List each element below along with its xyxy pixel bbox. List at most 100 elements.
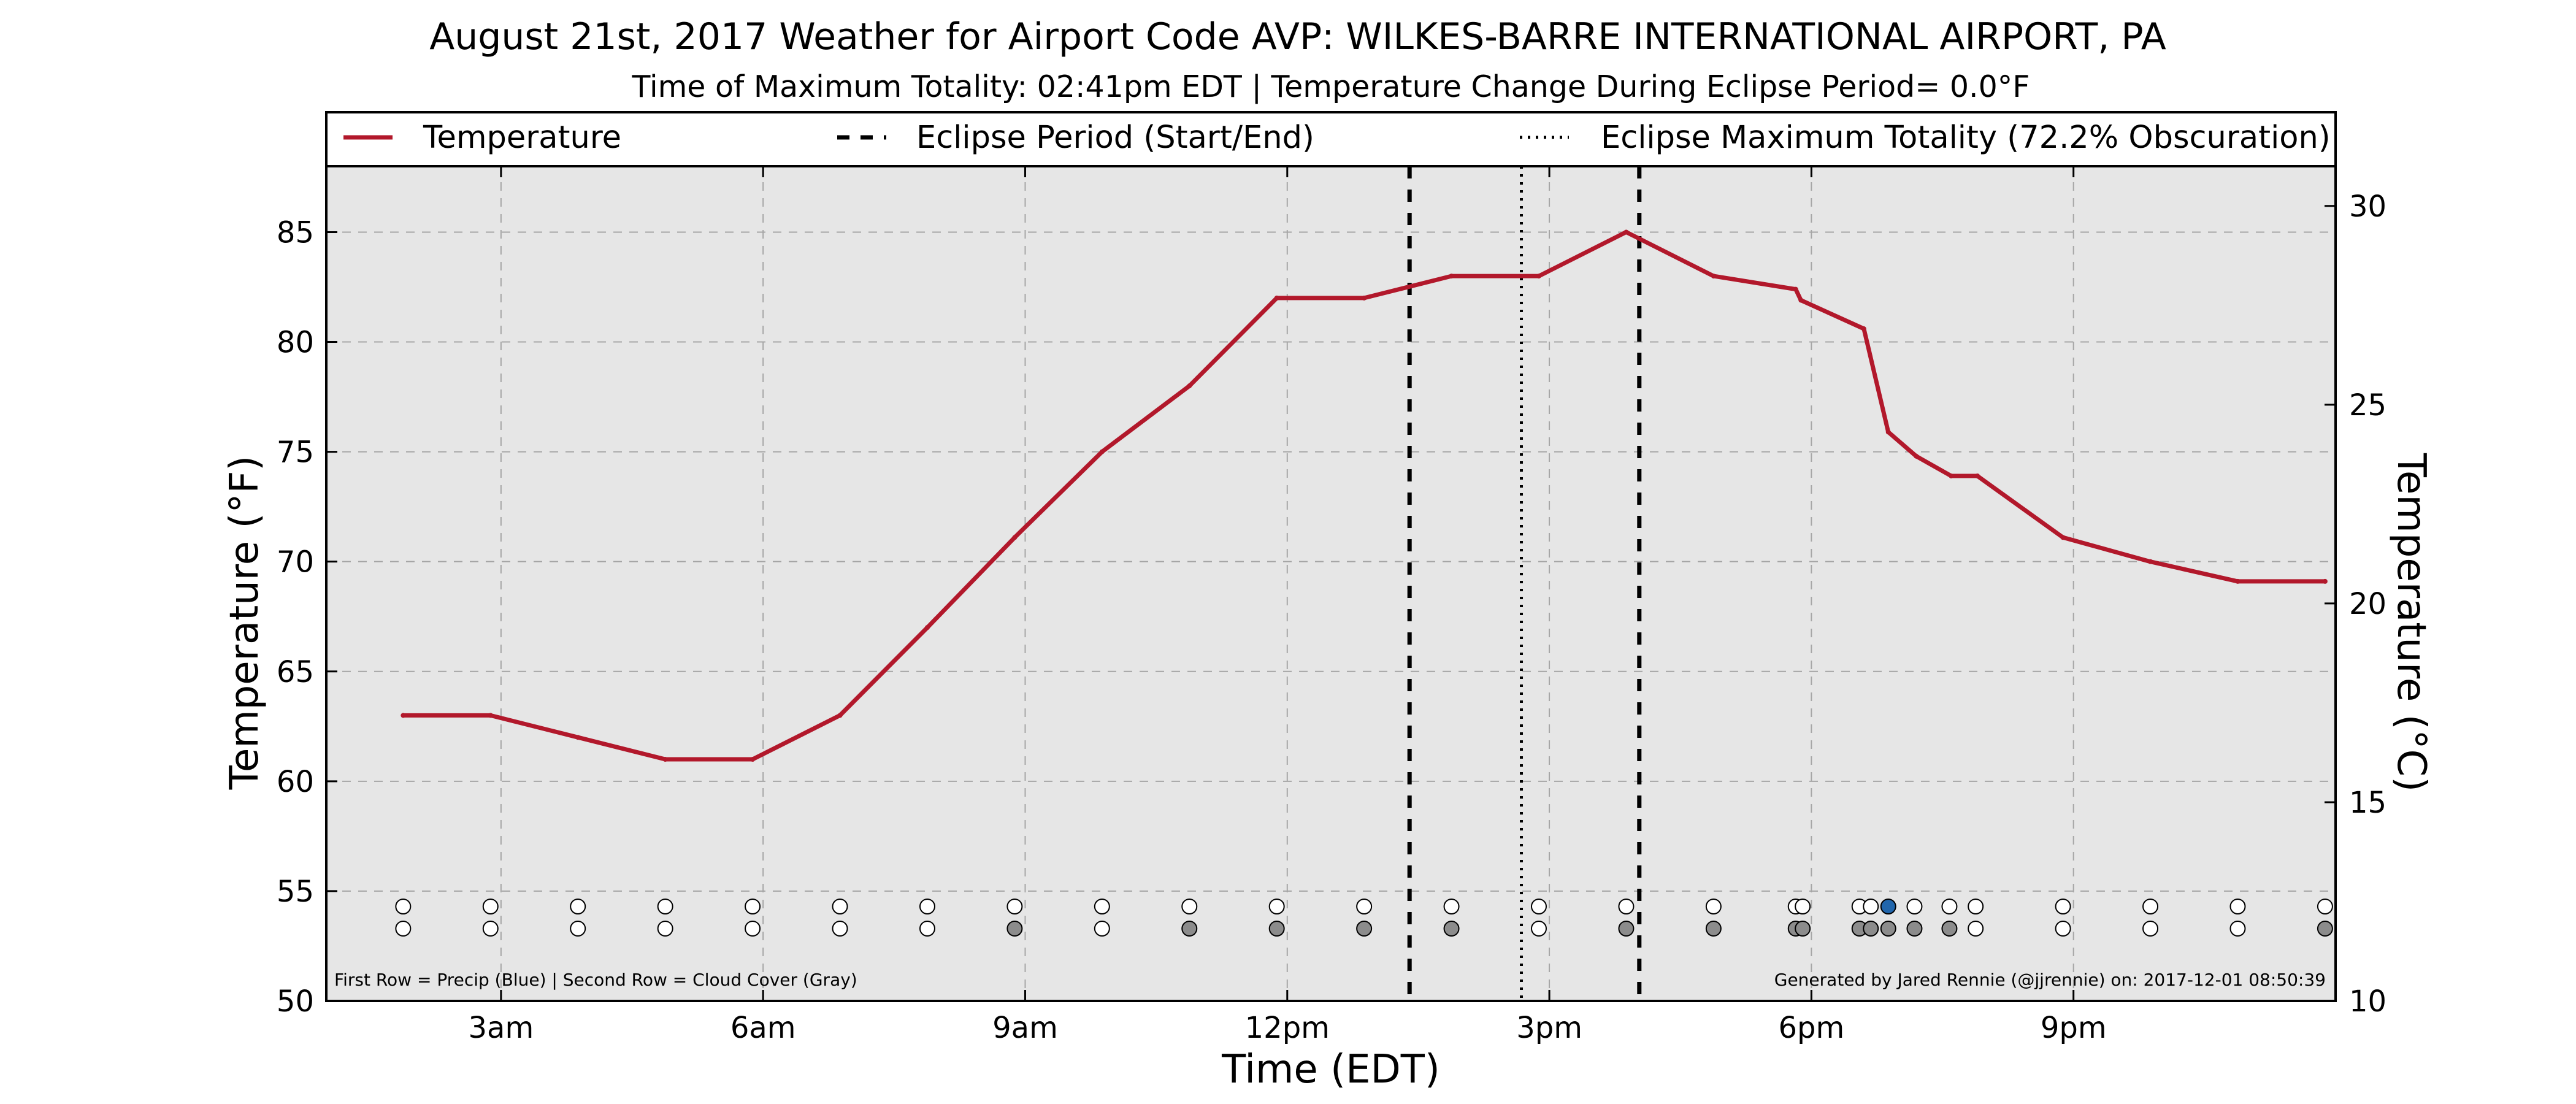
precip-marker [2229, 899, 2246, 914]
temperature-point [1187, 383, 1192, 389]
footnote-left: First Row = Precip (Blue) | Second Row =… [334, 970, 857, 990]
temperature-point [1536, 274, 1541, 279]
axes: 50 55 60 65 70 75 80 85 10 15 20 25 30 3am 6am 9am 12pm 3… [277, 165, 2386, 1045]
cloud-marker [1530, 921, 1547, 937]
legend: Temperature Eclipse Period (Start/End) E… [325, 111, 2337, 167]
precip-marker [1906, 899, 1923, 914]
cloud-marker [832, 921, 848, 937]
cloud-marker [570, 921, 586, 937]
temperature-point [1949, 473, 1954, 479]
y2-tick-label: 30 [2349, 190, 2386, 224]
plot-background [326, 166, 2336, 1001]
precip-marker [482, 899, 499, 914]
legend-box [325, 111, 2337, 167]
temperature-point [1362, 295, 1367, 301]
temperature-point [2235, 578, 2241, 584]
y-tick-label: 80 [277, 326, 314, 360]
y2-tick-label: 10 [2349, 984, 2386, 1019]
precip-marker [1006, 899, 1023, 914]
y2-axis-label: Temperature (°C) [2388, 453, 2434, 792]
temperature-point [1914, 453, 1919, 459]
cloud-marker [1618, 921, 1635, 937]
precip-marker [2055, 899, 2071, 914]
temperature-point [837, 713, 843, 718]
x-tick-label: 3am [469, 1011, 534, 1045]
axes-frame [325, 165, 2337, 1002]
cloud-marker [1906, 921, 1923, 937]
temperature-point [575, 735, 581, 740]
chart-title: August 21st, 2017 Weather for Airport Co… [429, 15, 2166, 58]
y-tick-label: 60 [277, 765, 314, 799]
cloud-marker [1181, 921, 1198, 937]
precip-marker [2317, 899, 2333, 914]
precip-marker [657, 899, 673, 914]
y-tick-label: 75 [277, 435, 314, 470]
temperature-point [1975, 473, 1980, 479]
x-tick-label: 6pm [1779, 1011, 1845, 1045]
precip-marker [1268, 899, 1285, 914]
y-axis-label: Temperature (°F) [222, 456, 267, 791]
y-tick-label: 50 [277, 984, 314, 1019]
cloud-marker [2142, 921, 2159, 937]
temperature-point [750, 757, 756, 762]
cloud-marker [1705, 921, 1722, 937]
cloud-marker [1443, 921, 1460, 937]
x-tick-label: 12pm [1245, 1011, 1330, 1045]
x-tick-label: 9am [992, 1011, 1058, 1045]
cloud-marker [2229, 921, 2246, 937]
y2-tick-label: 25 [2349, 388, 2386, 423]
cloud-marker [1006, 921, 1023, 937]
cloud-marker [657, 921, 673, 937]
cloud-marker [1863, 921, 1879, 937]
precip-marker [1618, 899, 1635, 914]
temperature-point [662, 757, 668, 762]
cloud-marker [2317, 921, 2333, 937]
temperature-point [1449, 274, 1454, 279]
y-tick-label: 70 [277, 545, 314, 580]
temperature-point [1623, 229, 1629, 235]
temperature-point [2148, 559, 2153, 564]
precip-marker [1880, 899, 1896, 914]
temperature-point [2322, 578, 2328, 584]
temperature-point [1885, 429, 1891, 435]
cloud-marker [1094, 921, 1110, 937]
cloud-marker [919, 921, 935, 937]
precip-marker [1795, 899, 1811, 914]
cloud-marker [482, 921, 499, 937]
temperature-point [1711, 274, 1716, 279]
x-tick-label: 3pm [1516, 1011, 1582, 1045]
cloud-marker [1941, 921, 1958, 937]
legend-label-temperature: Temperature [423, 120, 621, 156]
temperature-point [1012, 535, 1018, 540]
precip-marker [1941, 899, 1958, 914]
cloud-marker [1968, 921, 1984, 937]
y2-tick-label: 20 [2349, 587, 2386, 621]
x-tick-label: 6am [730, 1011, 796, 1045]
cloud-marker [2055, 921, 2071, 937]
temperature-point [1793, 286, 1798, 292]
legend-label-eclipse-max: Eclipse Maximum Totality (72.2% Obscurat… [1601, 120, 2331, 156]
precip-marker [395, 899, 412, 914]
temperature-point [2060, 535, 2066, 540]
x-tick-label: 9pm [2041, 1011, 2107, 1045]
cloud-marker [745, 921, 761, 937]
cloud-marker [1880, 921, 1896, 937]
precip-marker [1094, 899, 1110, 914]
chart-subtitle: Time of Maximum Totality: 02:41pm EDT | … [632, 69, 2030, 104]
footnote-right: Generated by Jared Rennie (@jjrennie) on… [1774, 970, 2326, 990]
precip-marker [1863, 899, 1879, 914]
y2-tick-label: 15 [2349, 786, 2386, 820]
cloud-marker [1268, 921, 1285, 937]
cloud-marker [395, 921, 412, 937]
cloud-marker [1795, 921, 1811, 937]
cloud-marker [1356, 921, 1373, 937]
precip-marker [1705, 899, 1722, 914]
precip-marker [1968, 899, 1984, 914]
precip-marker [1356, 899, 1373, 914]
temperature-point [924, 625, 930, 631]
temperature-point [1274, 295, 1279, 301]
plot-area [326, 166, 2336, 1001]
y-tick-label: 55 [277, 875, 314, 909]
precip-marker [1443, 899, 1460, 914]
